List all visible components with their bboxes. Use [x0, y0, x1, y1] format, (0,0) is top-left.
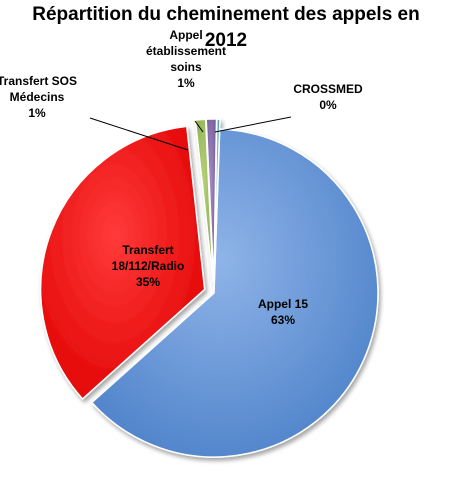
slice-labels: Appel 15 63%Transfert 18/112/Radio 35%Trans… — [0, 28, 363, 327]
slice-name-sos-1: Médecins — [10, 90, 65, 104]
slice-name-etab-1: établissement — [146, 44, 226, 58]
leader-line-crossmed — [214, 116, 292, 133]
slice-label-crossmed: CROSSMED 0% — [293, 82, 363, 112]
slice-percent-transfert: 35% — [136, 275, 160, 289]
slice-percent-sos: 1% — [28, 106, 46, 120]
pie-slice-crossmed — [213, 118, 221, 284]
chart-title-line-1: Répartition du cheminement des appels en — [32, 4, 419, 25]
leader-line-sos — [89, 117, 189, 151]
slice-name-etab-2: soins — [170, 60, 202, 74]
slice-label-sos: Transfert SOS Médecins 1% — [0, 74, 77, 120]
pie-slice-appel15 — [90, 128, 379, 458]
slice-name-etab-0: Appel — [169, 28, 202, 42]
slice-percent-appel15: 63% — [271, 313, 295, 327]
slice-percent-crossmed: 0% — [319, 98, 337, 112]
slice-name-transfert-1: 18/112/Radio — [112, 259, 185, 273]
slice-name-crossmed-0: CROSSMED — [293, 82, 363, 96]
slice-name-transfert-0: Transfert — [122, 243, 173, 257]
pie-slice-transfert — [39, 125, 206, 400]
chart-title: Répartition du cheminement des appels en… — [32, 4, 419, 51]
slice-percent-etab: 1% — [177, 76, 195, 90]
slice-name-sos-0: Transfert SOS — [0, 74, 77, 88]
leader-lines — [89, 116, 292, 151]
slice-name-appel15-0: Appel 15 — [258, 297, 308, 311]
leader-line-etab — [194, 120, 204, 133]
chart-title-line-2: 2012 — [205, 30, 247, 51]
pie-slices — [39, 118, 379, 458]
slice-label-etab: Appel établissement soins 1% — [146, 28, 226, 90]
slice-label-appel15: Appel 15 63% — [258, 297, 308, 327]
slice-label-transfert: Transfert 18/112/Radio 35% — [112, 243, 185, 289]
